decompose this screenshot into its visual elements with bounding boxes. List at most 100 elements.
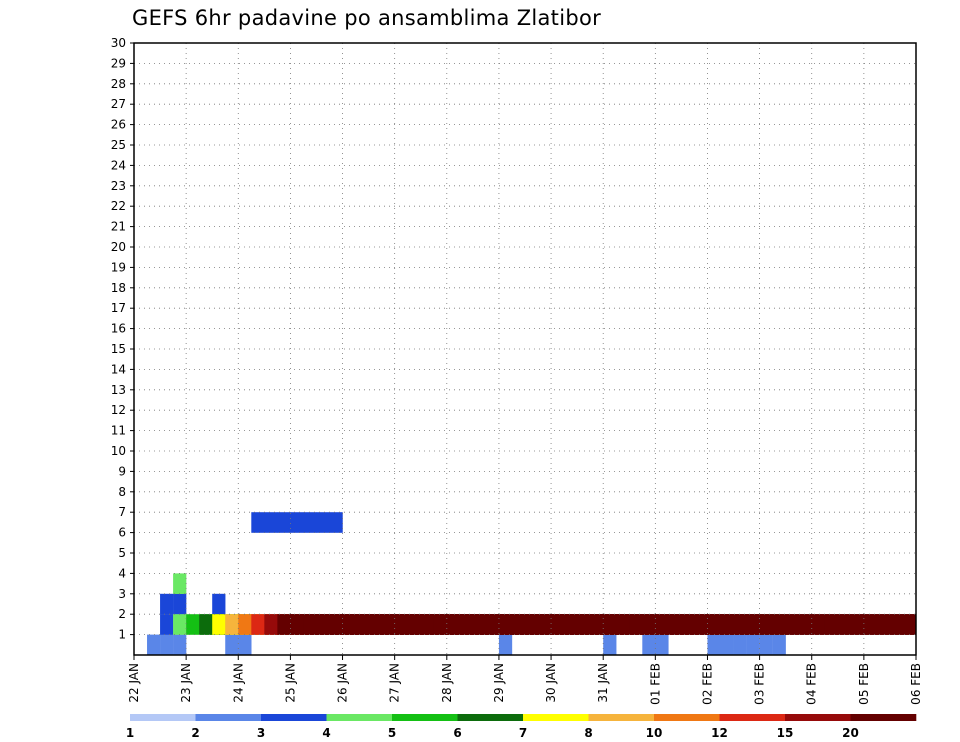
y-tick-label: 23: [111, 179, 126, 193]
heatmap-cell: [212, 614, 226, 635]
heatmap-cell: [681, 614, 695, 635]
x-tick-label: 27 JAN: [388, 663, 402, 703]
heatmap-cell: [251, 614, 265, 635]
heatmap-cell: [759, 634, 773, 656]
heatmap-cell: [238, 614, 252, 635]
y-tick-label: 19: [111, 260, 126, 274]
colorbar-segment: [850, 714, 917, 721]
y-tick-label: 9: [118, 464, 126, 478]
heatmap-cell: [160, 634, 174, 656]
heatmap-cell: [525, 614, 539, 635]
heatmap-cell: [485, 614, 500, 635]
y-tick-label: 28: [111, 77, 126, 91]
y-tick-label: 30: [111, 36, 126, 50]
heatmap-cell: [446, 614, 461, 635]
y-tick-label: 2: [118, 607, 126, 621]
x-tick-label: 03 FEB: [753, 663, 767, 705]
heatmap-cell: [603, 614, 617, 635]
y-tick-label: 25: [111, 138, 126, 152]
heatmap-cell: [277, 614, 291, 635]
colorbar-segment: [195, 714, 262, 721]
x-tick-label: 30 JAN: [544, 663, 558, 703]
x-tick-label: 06 FEB: [909, 663, 923, 705]
colorbar-segment: [523, 714, 589, 721]
y-tick-label: 14: [111, 362, 126, 376]
y-tick-label: 7: [118, 505, 126, 519]
heatmap-cell: [160, 593, 174, 615]
colorbar-label: 10: [646, 726, 663, 740]
colorbar-segment: [326, 714, 393, 721]
y-tick-label: 18: [111, 281, 126, 295]
x-tick-label: 29 JAN: [492, 663, 506, 703]
y-tick-label: 10: [111, 444, 126, 458]
x-tick-label: 05 FEB: [857, 663, 871, 705]
heatmap-cell: [538, 614, 552, 635]
heatmap-cell: [264, 512, 278, 533]
heatmap-cell: [668, 614, 682, 635]
heatmap-cell: [642, 614, 656, 635]
heatmap-cell: [720, 614, 734, 635]
heatmap-cell: [173, 634, 187, 656]
heatmap-cell: [355, 614, 369, 635]
y-tick-label: 21: [111, 220, 126, 234]
heatmap-cell: [798, 614, 812, 635]
y-tick-label: 11: [111, 424, 126, 438]
colorbar-label: 1: [126, 726, 134, 740]
heatmap-cell: [199, 614, 213, 635]
heatmap-cell: [303, 614, 317, 635]
heatmap-cell: [902, 614, 917, 635]
heatmap-cell: [746, 634, 760, 656]
heatmap-cell: [329, 614, 343, 635]
heatmap-cell: [173, 573, 187, 594]
y-tick-label: 16: [111, 322, 126, 336]
heatmap-cell: [720, 634, 734, 656]
x-tick-label: 25 JAN: [283, 663, 297, 703]
y-tick-label: 20: [111, 240, 126, 254]
heatmap-cell: [316, 512, 330, 533]
heatmap-cell: [173, 614, 187, 635]
colorbar-segment: [261, 714, 327, 721]
heatmap-cell: [707, 614, 721, 635]
heatmap-cell: [329, 512, 343, 533]
heatmap-cell: [433, 614, 447, 635]
heatmap-cell: [577, 614, 591, 635]
colorbar-segment: [654, 714, 720, 721]
heatmap-cell: [212, 593, 226, 615]
heatmap-cell: [368, 614, 382, 635]
y-tick-label: 13: [111, 383, 126, 397]
heatmap-cell: [160, 614, 174, 635]
x-tick-label: 22 JAN: [127, 663, 141, 703]
y-tick-label: 1: [118, 628, 126, 642]
heatmap-cell: [733, 634, 747, 656]
colorbar-segment: [457, 714, 524, 721]
heatmap-cell: [876, 614, 891, 635]
heatmap-cell: [655, 634, 669, 656]
y-tick-label: 26: [111, 118, 126, 132]
heatmap-cell: [277, 512, 291, 533]
y-tick-label: 6: [118, 526, 126, 540]
x-tick-label: 04 FEB: [805, 663, 819, 705]
chart-title: GEFS 6hr padavine po ansamblima Zlatibor: [132, 6, 602, 30]
heatmap-cell: [394, 614, 408, 635]
heatmap-cell: [420, 614, 434, 635]
heatmap-cell: [837, 614, 852, 635]
heatmap-cell: [407, 614, 421, 635]
heatmap-cell: [655, 614, 669, 635]
heatmap-cell: [238, 634, 252, 656]
x-tick-label: 24 JAN: [231, 663, 245, 703]
heatmap-cell: [472, 614, 487, 635]
colorbar-label: 12: [711, 726, 728, 740]
y-tick-label: 29: [111, 56, 126, 70]
heatmap-cell: [498, 634, 513, 656]
colorbar-label: 2: [191, 726, 199, 740]
y-tick-label: 8: [118, 485, 126, 499]
heatmap-cell: [316, 614, 330, 635]
heatmap-cell: [811, 614, 825, 635]
x-tick-label: 31 JAN: [596, 663, 610, 703]
heatmap-cell: [850, 614, 865, 635]
heatmap-cell: [551, 614, 565, 635]
heatmap-cell: [290, 614, 304, 635]
heatmap-cell: [459, 614, 474, 635]
y-tick-label: 22: [111, 199, 126, 213]
